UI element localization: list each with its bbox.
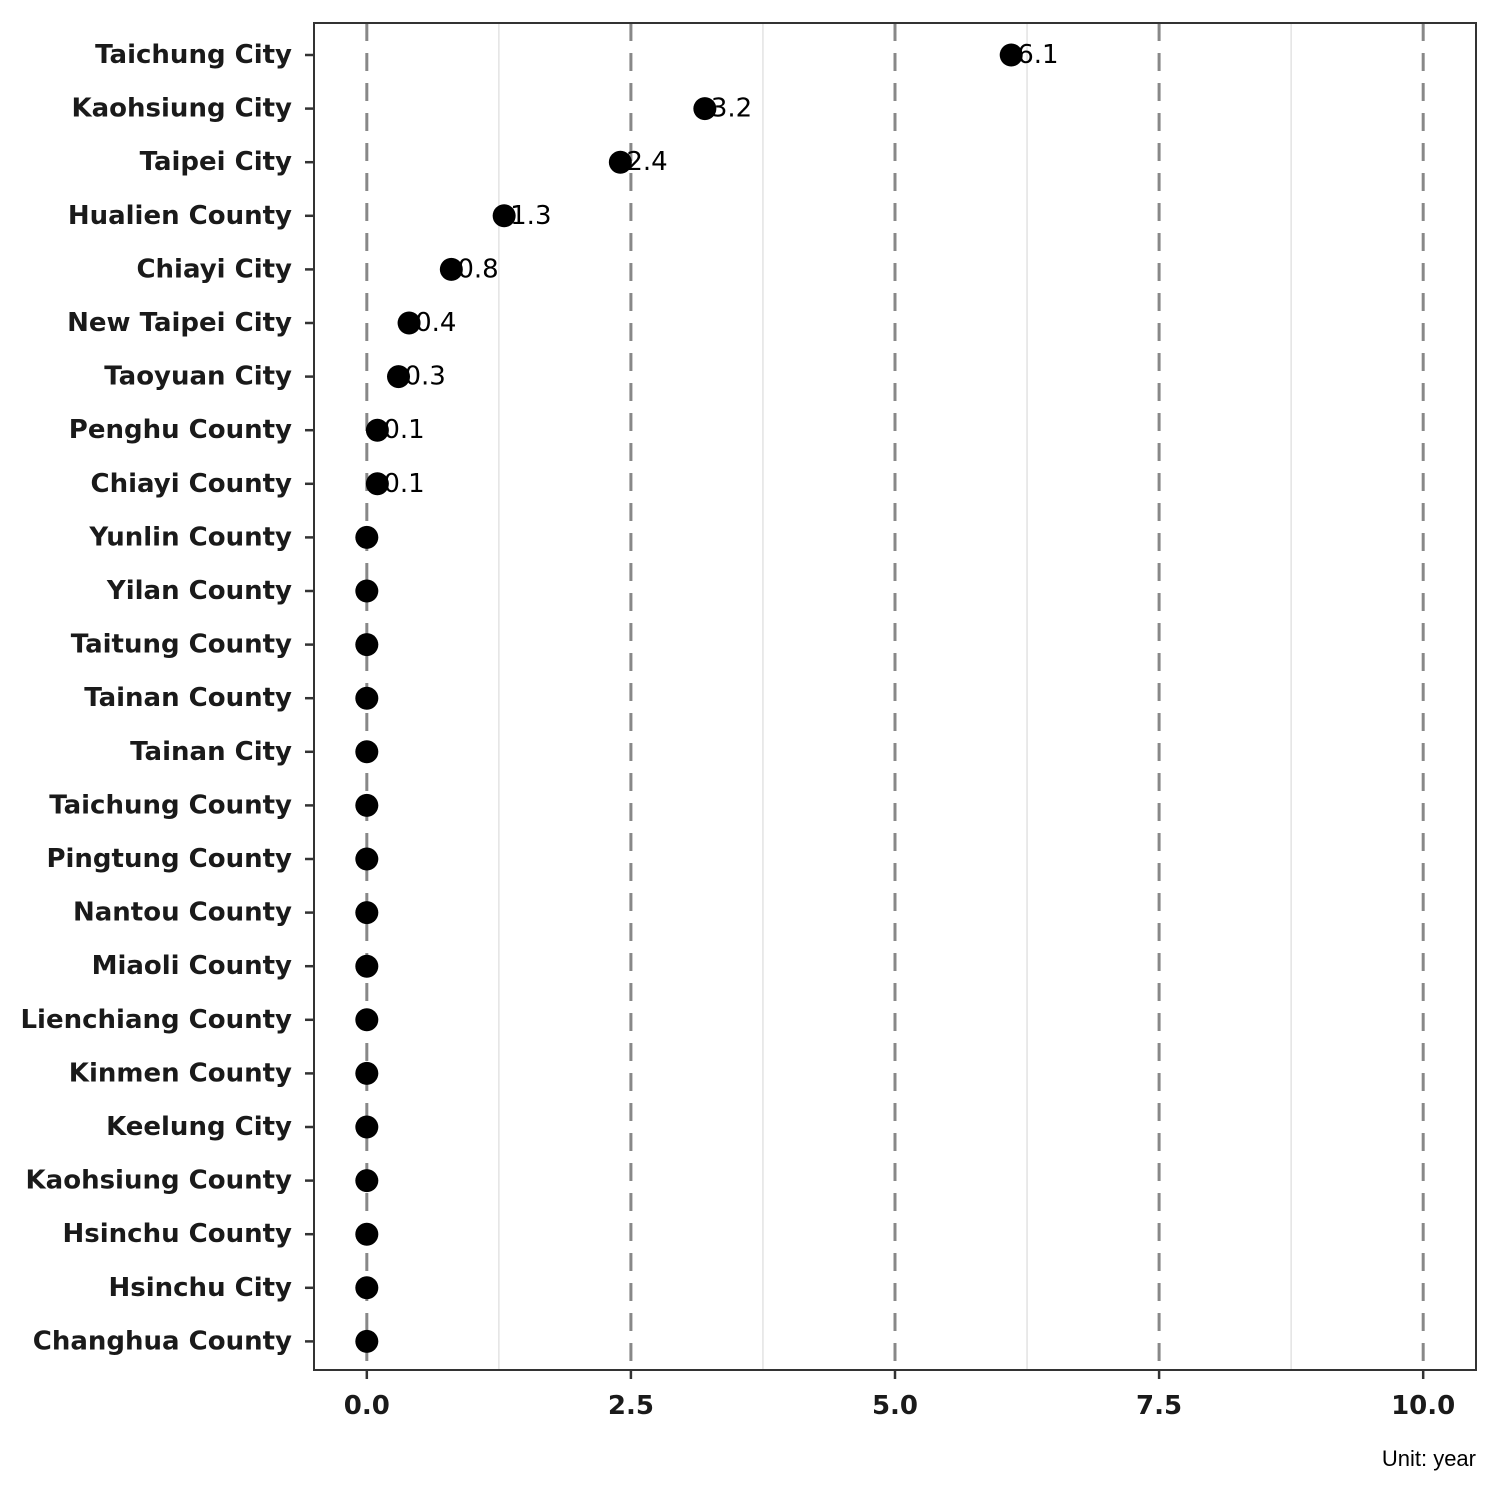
x-tick-label: 2.5: [608, 1391, 654, 1421]
data-label: 0.4: [415, 308, 456, 338]
data-point: [355, 954, 379, 978]
data-point: [608, 150, 632, 174]
y-tick-label: Kaohsiung County: [26, 1166, 293, 1196]
data-point: [693, 97, 717, 121]
data-point: [355, 633, 379, 657]
y-tick-label: Yunlin County: [88, 522, 292, 552]
data-point: [397, 311, 421, 335]
data-point: [355, 1276, 379, 1300]
y-tick-label: New Taipei City: [67, 308, 292, 338]
y-tick-label: Hualien County: [68, 201, 292, 231]
data-label: 0.8: [457, 254, 498, 284]
y-tick-label: Taitung County: [71, 630, 292, 660]
data-point: [365, 418, 389, 442]
data-point: [365, 472, 389, 496]
y-tick-label: Keelung City: [106, 1112, 292, 1142]
y-tick-label: Changhua County: [33, 1326, 292, 1356]
y-tick-label: Chiayi County: [91, 469, 293, 499]
y-tick-label: Nantou County: [73, 898, 292, 928]
y-tick-label: Kaohsiung City: [71, 94, 292, 124]
data-point: [492, 204, 516, 228]
grid-layer: [498, 23, 1292, 1370]
data-point: [355, 686, 379, 710]
data-point: [355, 1329, 379, 1353]
y-tick-label: Hsinchu County: [63, 1219, 293, 1249]
data-label: 6.1: [1017, 40, 1058, 70]
y-tick-label: Hsinchu City: [108, 1273, 292, 1303]
data-point: [355, 847, 379, 871]
data-point: [999, 43, 1023, 67]
points: [355, 43, 1023, 1353]
data-point: [387, 365, 411, 389]
data-point: [355, 1222, 379, 1246]
y-tick-label: Miaoli County: [92, 951, 292, 981]
data-labels: 6.1 3.2 2.4 1.3 0.80.4 0.3 0.1 0.1: [383, 40, 1058, 499]
y-tick-label: Kinmen County: [69, 1058, 292, 1088]
y-tick-label: Chiayi City: [136, 254, 292, 284]
data-label: 1.3: [510, 201, 551, 231]
y-tick-label: Penghu County: [69, 415, 292, 445]
data-point: [355, 1169, 379, 1193]
y-tick-label: Taichung County: [49, 790, 292, 820]
data-point: [355, 740, 379, 764]
data-label: 0.1: [383, 415, 424, 445]
data-point: [355, 1008, 379, 1032]
y-tick-label: Tainan County: [84, 683, 292, 713]
y-tick-label: Taipei City: [140, 147, 292, 177]
data-point: [439, 257, 463, 281]
y-axis: Taichung City Kaohsiung City Taipei City Hu…: [20, 40, 314, 1356]
x-tick-label: 7.5: [1136, 1391, 1182, 1421]
chart-caption: Unit: year: [1382, 1446, 1476, 1471]
x-axis: 0.0 2.5 5.0 7.5 10.0: [344, 1370, 1455, 1421]
data-point: [355, 1061, 379, 1085]
x-tick-label: 10.0: [1391, 1391, 1455, 1421]
data-label: 0.1: [383, 469, 424, 499]
y-tick-label: Lienchiang County: [20, 1005, 292, 1035]
y-tick-label: Yilan County: [106, 576, 292, 606]
y-tick-label: Taichung City: [95, 40, 292, 70]
y-tick-label: Taoyuan City: [104, 362, 292, 392]
data-point: [355, 579, 379, 603]
y-tick-label: Pingtung County: [46, 844, 292, 874]
data-point: [355, 525, 379, 549]
data-point: [355, 901, 379, 925]
y-tick-label: Tainan City: [130, 737, 292, 767]
data-label: 3.2: [711, 94, 752, 124]
data-label: 2.4: [626, 147, 667, 177]
data-point: [355, 793, 379, 817]
x-tick-label: 5.0: [872, 1391, 918, 1421]
data-point: [355, 1115, 379, 1139]
data-label: 0.3: [405, 362, 446, 392]
x-tick-label: 0.0: [344, 1391, 390, 1421]
